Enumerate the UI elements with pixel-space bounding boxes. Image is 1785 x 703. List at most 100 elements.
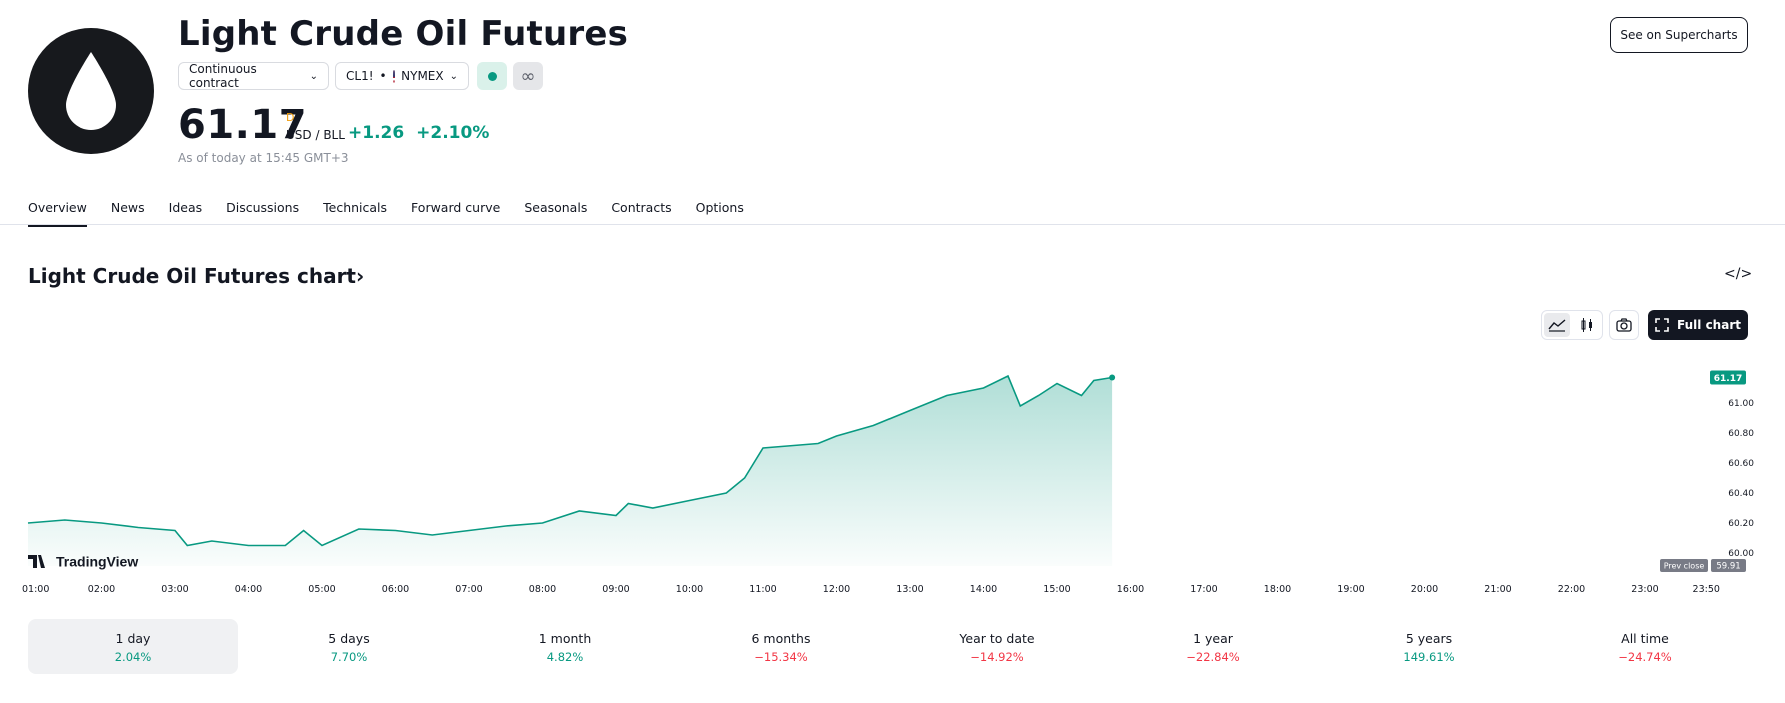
period-label: 1 year xyxy=(1193,631,1233,646)
tab-discussions[interactable]: Discussions xyxy=(226,200,300,215)
x-tick-06:00: 06:00 xyxy=(382,584,409,595)
change-percent: +2.10% xyxy=(416,123,490,143)
tab-technicals[interactable]: Technicals xyxy=(323,200,388,215)
period-button-all-time[interactable]: All time −24.74% xyxy=(1540,619,1750,674)
tradingview-watermark[interactable]: TradingView xyxy=(28,554,138,570)
tab-options[interactable]: Options xyxy=(695,200,744,215)
x-tick-07:00: 07:00 xyxy=(455,584,482,595)
full-chart-button[interactable]: Full chart xyxy=(1648,310,1748,340)
x-tick-01:00: 01:00 xyxy=(22,584,49,595)
y-tick-60.40: 60.40 xyxy=(1728,489,1754,499)
period-change: 7.70% xyxy=(330,650,368,664)
period-change: −14.92% xyxy=(970,650,1024,664)
x-tick-11:00: 11:00 xyxy=(749,584,776,595)
period-button-1-month[interactable]: 1 month 4.82% xyxy=(460,619,670,674)
dot-separator: • xyxy=(379,69,387,83)
period-label: All time xyxy=(1621,631,1669,646)
fullscreen-icon xyxy=(1655,318,1669,332)
period-marker: D xyxy=(286,111,295,124)
infinity-icon: ∞ xyxy=(520,65,536,87)
symbol-logo xyxy=(28,28,154,154)
x-tick-05:00: 05:00 xyxy=(308,584,335,595)
period-change: 149.61% xyxy=(1403,650,1455,664)
period-button-6-months[interactable]: 6 months −15.34% xyxy=(676,619,886,674)
period-button-year-to-date[interactable]: Year to date −14.92% xyxy=(892,619,1102,674)
period-label: 5 days xyxy=(328,631,370,646)
chevron-right-icon: › xyxy=(356,264,365,288)
market-open-dot-icon xyxy=(487,71,497,81)
x-tick-23:00: 23:00 xyxy=(1631,584,1658,595)
period-button-5-years[interactable]: 5 years 149.61% xyxy=(1324,619,1534,674)
symbol-label: CL1! xyxy=(346,69,374,83)
price-unit: USD / BLL xyxy=(286,128,345,142)
period-label: 6 months xyxy=(751,631,811,646)
as-of-timestamp: As of today at 15:45 GMT+3 xyxy=(178,151,349,165)
watermark-text: TradingView xyxy=(56,554,138,570)
x-tick-13:00: 13:00 xyxy=(896,584,923,595)
tradingview-logo-icon xyxy=(28,555,45,568)
period-change: −24.74% xyxy=(1618,650,1672,664)
price-chart[interactable]: 60.00 60.20 60.40 60.60 60.80 61.00 01:00 02:00… xyxy=(0,340,1785,600)
camera-icon xyxy=(1616,318,1632,332)
x-tick-16:00: 16:00 xyxy=(1117,584,1144,595)
last-price-dot xyxy=(1109,374,1116,381)
see-on-supercharts-button[interactable]: See on Supercharts xyxy=(1610,17,1748,53)
x-tick-14:00: 14:00 xyxy=(970,584,997,595)
period-change: −22.84% xyxy=(1186,650,1240,664)
period-button-1-year[interactable]: 1 year −22.84% xyxy=(1108,619,1318,674)
x-tick-10:00: 10:00 xyxy=(676,584,703,595)
y-tick-60.60: 60.60 xyxy=(1728,459,1754,469)
x-tick-21:00: 21:00 xyxy=(1484,584,1511,595)
tabs-divider xyxy=(0,224,1785,225)
x-tick-17:00: 17:00 xyxy=(1190,584,1217,595)
period-button-5-days[interactable]: 5 days 7.70% xyxy=(244,619,454,674)
section-tabs: Overview News Ideas Discussions Technica… xyxy=(28,200,744,227)
tab-forward-curve[interactable]: Forward curve xyxy=(411,200,501,215)
x-tick-03:00: 03:00 xyxy=(161,584,188,595)
x-tick-12:00: 12:00 xyxy=(823,584,850,595)
embed-code-icon[interactable]: </> xyxy=(1724,266,1753,282)
chart-title-link[interactable]: Light Crude Oil Futures chart› xyxy=(28,264,364,288)
prev-close-tag xyxy=(1660,559,1708,572)
chevron-down-icon: ⌄ xyxy=(449,70,458,82)
change-value: +1.26 xyxy=(348,123,405,143)
contract-select[interactable]: Continuous contract ⌄ xyxy=(178,62,329,90)
continuous-contract-button[interactable]: ∞ xyxy=(513,62,543,90)
x-tick-18:00: 18:00 xyxy=(1264,584,1291,595)
area-style-button[interactable] xyxy=(1544,313,1570,337)
x-tick-19:00: 19:00 xyxy=(1337,584,1364,595)
period-label: Year to date xyxy=(959,631,1035,646)
contract-select-label: Continuous contract xyxy=(189,62,257,90)
y-tick-60.20: 60.20 xyxy=(1728,519,1754,529)
x-tick-09:00: 09:00 xyxy=(602,584,629,595)
x-tick-02:00: 02:00 xyxy=(88,584,115,595)
last-price-badge xyxy=(1710,370,1746,385)
tab-ideas[interactable]: Ideas xyxy=(168,200,203,215)
y-tick-60.00: 60.00 xyxy=(1728,549,1754,559)
period-change: −15.34% xyxy=(754,650,808,664)
prev-close-badge xyxy=(1711,559,1746,572)
chart-style-toggle xyxy=(1541,310,1603,340)
market-status-button[interactable] xyxy=(477,62,507,90)
tab-seasonals[interactable]: Seasonals xyxy=(524,200,588,215)
period-label: 1 month xyxy=(538,631,592,646)
tab-contracts[interactable]: Contracts xyxy=(611,200,672,215)
page-title: Light Crude Oil Futures xyxy=(178,14,629,54)
exchange-label: NYMEX xyxy=(401,69,444,83)
snapshot-button[interactable] xyxy=(1609,310,1639,340)
oil-drop-icon xyxy=(66,52,116,130)
y-tick-60.80: 60.80 xyxy=(1728,429,1754,439)
area-chart-icon xyxy=(1548,319,1566,332)
x-tick-20:00: 20:00 xyxy=(1411,584,1438,595)
tab-news[interactable]: News xyxy=(110,200,145,215)
x-tick-22:00: 22:00 xyxy=(1558,584,1585,595)
last-price: 61.17 xyxy=(178,102,308,148)
candles-style-button[interactable] xyxy=(1574,313,1600,337)
symbol-exchange-select[interactable]: CL1! • NYMEX ⌄ xyxy=(335,62,469,90)
us-flag-icon xyxy=(392,69,396,83)
period-label: 5 years xyxy=(1405,631,1453,646)
candles-icon xyxy=(1581,318,1592,332)
period-button-1-day[interactable]: 1 day 2.04% xyxy=(28,619,238,674)
tab-overview[interactable]: Overview xyxy=(28,200,87,227)
x-tick-15:00: 15:00 xyxy=(1043,584,1070,595)
